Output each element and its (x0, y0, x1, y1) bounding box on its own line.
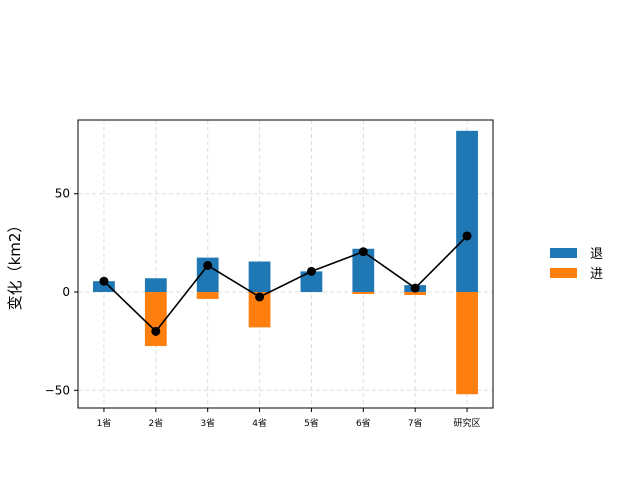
bar-jin (456, 292, 478, 395)
line-path (103, 235, 468, 333)
x-tick-label: 2省 (148, 417, 163, 429)
x-tick-label: 研究区 (454, 417, 481, 429)
x-tick-label: 4省 (252, 417, 267, 429)
bar-tui (93, 281, 115, 293)
x-tick-label: 7省 (408, 417, 423, 429)
bar-jin (196, 292, 219, 299)
line-point (203, 260, 213, 270)
net-change-line (99, 231, 472, 336)
bar-tui (352, 248, 375, 293)
plot-frame (77, 119, 494, 409)
grid-lines (78, 120, 493, 408)
y-axis-ticks: −50 0 50 (45, 187, 78, 397)
bar-jin (352, 292, 375, 294)
legend-label-jin: 进 (590, 267, 603, 282)
x-tick-label: 1省 (97, 417, 112, 429)
y-tick-label: 0 (62, 285, 70, 299)
line-point (358, 247, 368, 257)
line-point (462, 231, 472, 241)
bar-jin (404, 292, 427, 295)
bar-jin (144, 292, 167, 347)
legend-swatch-tui (550, 248, 577, 258)
bars (93, 130, 478, 395)
bar-jin (248, 292, 271, 328)
bar-tui (144, 278, 167, 293)
line-point (151, 326, 161, 336)
line-point (255, 292, 265, 302)
line-point (306, 266, 316, 276)
line-point (99, 276, 109, 286)
x-tick-label: 3省 (200, 417, 215, 429)
y-tick-label: −50 (45, 383, 70, 397)
y-tick-label: 50 (55, 187, 70, 201)
legend: 退 进 (550, 247, 603, 282)
legend-swatch-jin (550, 268, 577, 278)
bar-tui (248, 261, 271, 293)
line-point (410, 283, 420, 293)
x-tick-label: 6省 (356, 417, 371, 429)
bar-tui (456, 130, 478, 293)
bar-tui (300, 271, 323, 293)
x-axis-ticks: 1省 2省 3省 4省 5省 6省 7省 研究区 (97, 408, 481, 429)
x-tick-label: 5省 (304, 417, 319, 429)
bar-tui (196, 257, 219, 293)
legend-label-tui: 退 (590, 247, 603, 262)
y-axis-label: 变化（km2） (6, 218, 24, 311)
